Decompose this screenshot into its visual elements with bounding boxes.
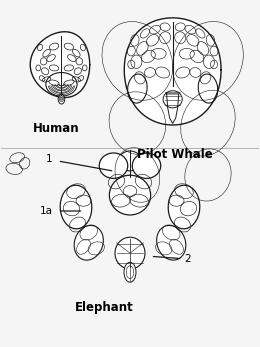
Ellipse shape <box>128 74 147 103</box>
Ellipse shape <box>109 175 151 215</box>
Text: 1a: 1a <box>40 206 53 216</box>
Ellipse shape <box>74 226 103 260</box>
Polygon shape <box>30 32 90 98</box>
Ellipse shape <box>168 185 200 229</box>
Text: Pilot Whale: Pilot Whale <box>137 147 213 161</box>
Text: Elephant: Elephant <box>75 302 134 314</box>
Text: 1: 1 <box>46 154 53 164</box>
Ellipse shape <box>60 185 92 229</box>
Ellipse shape <box>115 237 145 269</box>
Polygon shape <box>124 18 221 125</box>
Ellipse shape <box>132 153 161 178</box>
Ellipse shape <box>198 74 218 103</box>
Ellipse shape <box>119 151 141 171</box>
Ellipse shape <box>124 262 136 282</box>
Ellipse shape <box>99 153 128 178</box>
Ellipse shape <box>46 73 77 96</box>
Text: Human: Human <box>33 122 80 135</box>
Text: 2: 2 <box>184 254 191 264</box>
Ellipse shape <box>157 226 186 260</box>
Polygon shape <box>167 94 179 124</box>
Ellipse shape <box>163 91 182 108</box>
Ellipse shape <box>58 94 65 104</box>
